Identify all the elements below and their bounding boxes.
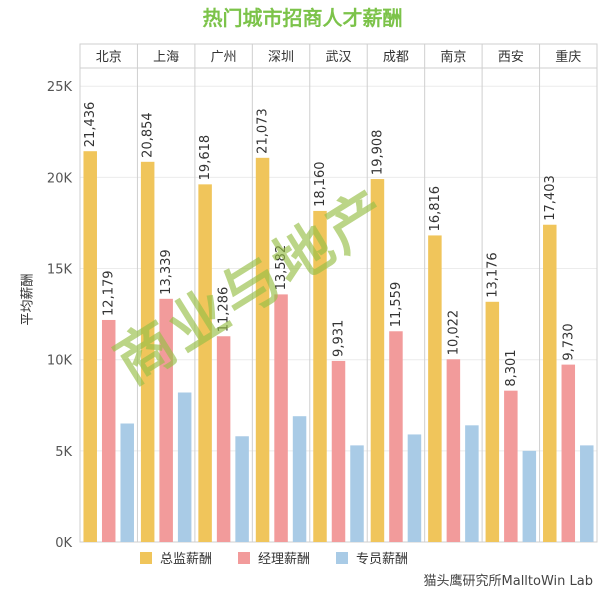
legend-item: 经理薪酬 bbox=[238, 548, 310, 567]
category-label: 上海 bbox=[153, 50, 179, 65]
legend-item: 专员薪酬 bbox=[336, 548, 408, 567]
bar-specialist bbox=[177, 392, 192, 542]
y-tick-label: 20K bbox=[47, 171, 73, 186]
bar-director bbox=[313, 210, 327, 542]
legend-label: 总监薪酬 bbox=[160, 552, 213, 567]
footer-credit: 猫头鹰研究所MalltoWin Lab bbox=[423, 574, 593, 589]
bar-specialist bbox=[292, 416, 307, 542]
bar-manager bbox=[101, 319, 116, 542]
bar-specialist bbox=[407, 434, 422, 542]
data-label: 16,816 bbox=[428, 186, 443, 232]
data-label: 12,179 bbox=[102, 270, 117, 316]
legend: 总监薪酬 经理薪酬 专员薪酬 bbox=[140, 548, 408, 567]
legend-swatch bbox=[140, 551, 152, 564]
category-label: 南京 bbox=[440, 49, 466, 65]
bar-manager bbox=[331, 360, 346, 542]
data-label: 8,301 bbox=[504, 349, 519, 386]
bar-director bbox=[428, 235, 442, 542]
category-label: 北京 bbox=[96, 50, 122, 65]
category-label: 深圳 bbox=[268, 50, 294, 65]
category-label: 武汉 bbox=[325, 50, 351, 65]
bar-director bbox=[198, 184, 212, 543]
data-label: 19,908 bbox=[370, 130, 385, 176]
chart-title: 热门城市招商人才薪酬 bbox=[202, 6, 403, 30]
data-label: 9,730 bbox=[561, 323, 576, 360]
data-label: 13,582 bbox=[274, 245, 289, 291]
bar-director bbox=[485, 301, 500, 542]
bar-specialist bbox=[465, 425, 479, 542]
y-tick-label: 0K bbox=[55, 536, 72, 551]
data-label: 10,022 bbox=[446, 310, 461, 356]
legend-swatch bbox=[336, 551, 349, 564]
y-tick-label: 10K bbox=[47, 354, 73, 369]
legend-label: 专员薪酬 bbox=[356, 552, 409, 567]
y-tick-label: 15K bbox=[47, 263, 73, 278]
data-label: 20,854 bbox=[141, 112, 156, 158]
bar-manager bbox=[561, 364, 576, 542]
bar-director bbox=[543, 224, 557, 542]
legend-item: 总监薪酬 bbox=[140, 548, 212, 567]
data-label: 13,176 bbox=[485, 252, 500, 298]
y-tick-label: 5K bbox=[55, 445, 72, 460]
category-label: 广州 bbox=[211, 50, 237, 65]
y-tick-label: 25K bbox=[47, 80, 73, 95]
bar-director bbox=[140, 161, 155, 542]
bar-specialist bbox=[120, 423, 134, 542]
data-label: 13,339 bbox=[159, 249, 174, 295]
data-label: 18,160 bbox=[313, 161, 328, 207]
bar-manager bbox=[504, 390, 518, 542]
data-label: 19,618 bbox=[198, 135, 213, 181]
bar-specialist bbox=[522, 450, 537, 542]
bar-manager bbox=[216, 336, 231, 542]
legend-swatch bbox=[238, 551, 251, 564]
data-label: 11,286 bbox=[217, 287, 232, 333]
data-label: 17,403 bbox=[543, 175, 558, 221]
data-label: 9,931 bbox=[332, 320, 347, 357]
bar-specialist bbox=[580, 445, 594, 542]
data-label: 21,073 bbox=[256, 108, 271, 154]
bar-manager bbox=[274, 294, 288, 542]
category-label: 西安 bbox=[498, 50, 524, 65]
legend-label: 经理薪酬 bbox=[258, 552, 311, 567]
bar-manager bbox=[389, 331, 403, 542]
category-label: 重庆 bbox=[555, 49, 581, 65]
bar-manager bbox=[446, 359, 461, 542]
data-label: 11,559 bbox=[389, 282, 404, 328]
bar-specialist bbox=[350, 445, 364, 542]
bar-manager bbox=[159, 298, 173, 542]
bar-director bbox=[370, 179, 385, 543]
y-axis-label: 平均薪酬 bbox=[20, 273, 36, 326]
category-label: 成都 bbox=[383, 50, 409, 65]
data-label: 21,436 bbox=[83, 102, 98, 148]
bar-director bbox=[83, 151, 97, 542]
bar-director bbox=[255, 157, 270, 542]
bar-specialist bbox=[235, 436, 249, 542]
